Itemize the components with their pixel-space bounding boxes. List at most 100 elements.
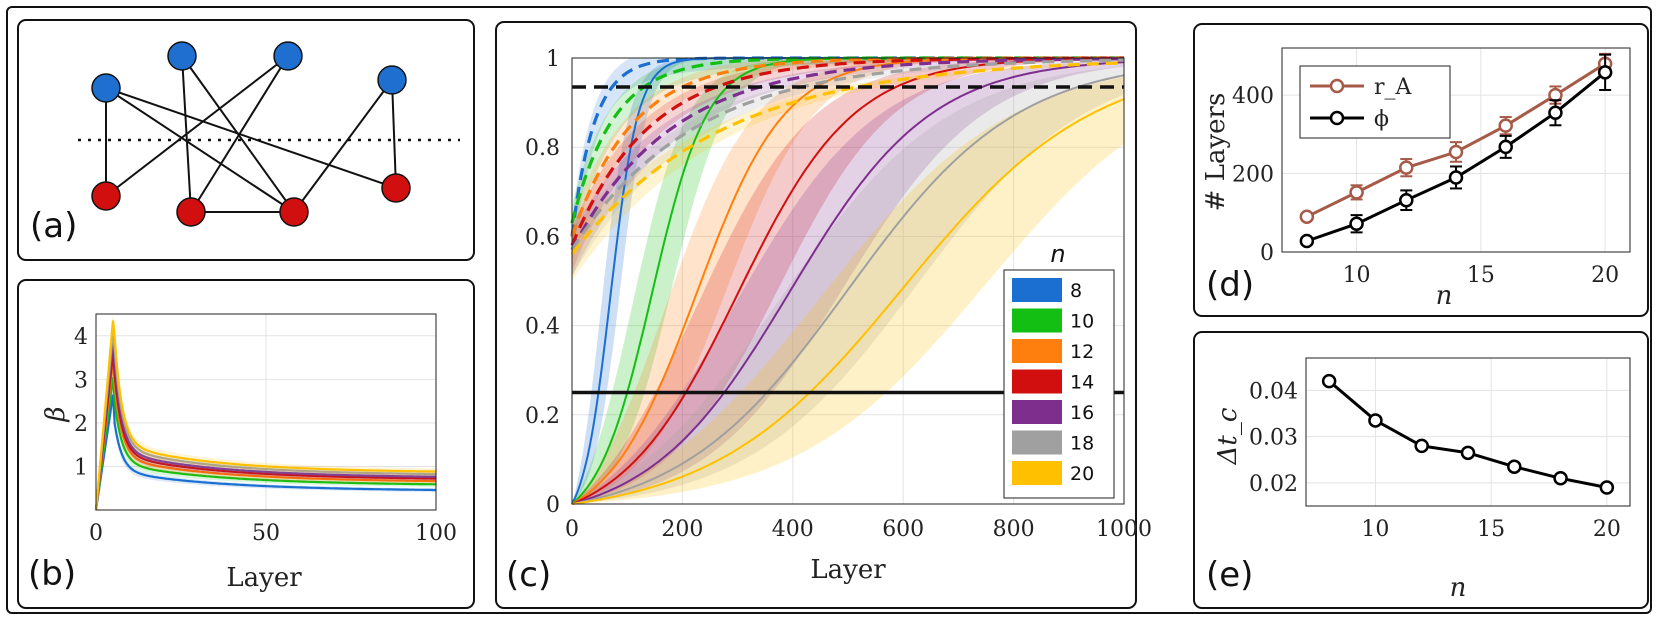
series-dash-band [572,58,1124,277]
x-tick-label: 10 [1343,263,1371,288]
series-dash-band [572,58,1124,264]
panel-d-axes [1281,47,1631,253]
series-band [96,314,436,510]
y-tick-label: 0.03 [1249,426,1298,451]
y-tick-label: 0 [546,493,560,518]
series-band [572,66,1124,504]
data-point [1507,459,1522,474]
y-tick-label: 400 [1232,84,1274,109]
graph-edge [105,55,289,197]
data-point [1448,170,1464,185]
graph-edge [181,55,295,213]
panel-e-xlabel: n [1450,573,1467,603]
series-line [571,74,1125,505]
series-line [571,98,1125,505]
legend-swatch [1012,339,1062,363]
series-band [96,385,436,510]
data-point [1498,139,1513,155]
graph-edge [105,87,295,213]
legend-swatch [1012,278,1062,302]
legend-entry-label: 14 [1070,372,1094,394]
data-point [1414,438,1429,454]
graph-edge [105,87,397,189]
panel-e-series [1321,373,1615,495]
graph-node-top [167,41,197,71]
panel-e-grid [1306,358,1630,506]
series-line [94,331,436,511]
data-point [1399,192,1414,208]
panel-c-chart: 0 200 400 600 800 1000 0 0.2 0.4 0.6 0.8 1 8 10 12 14 1… [506,47,1152,595]
legend-swatch [1012,430,1062,455]
panel-c-axes [571,57,1125,505]
legend-entry-label: 8 [1070,280,1082,302]
y-tick-label: 200 [1232,163,1274,188]
data-point [1299,233,1315,249]
graph-edge [190,55,289,213]
x-tick-label: 600 [882,517,924,542]
data-point [1553,471,1568,486]
x-tick-label: 1000 [1096,517,1152,542]
graph-edge [293,79,393,213]
series-line [94,361,436,511]
y-tick-label: 0.4 [525,315,560,340]
figure-frame [6,6,1652,614]
x-tick-label: 15 [1477,517,1505,542]
legend-title: n [1050,240,1065,268]
x-tick-label: 200 [661,517,703,542]
graph-node-bottom [381,173,411,203]
graph-node-top [273,41,303,71]
series-line [94,377,436,511]
x-tick-label: 10 [1361,517,1389,542]
panel-c-legend: 8 10 12 14 16 18 20 [1003,269,1115,499]
series-line [94,394,436,511]
data-point [1349,216,1364,232]
x-tick-label: 20 [1591,263,1619,288]
panel-c-series [570,56,1125,505]
graph-nodes [91,41,411,227]
panel-d-ylabel: # Layers [1201,93,1231,212]
panel-b-chart: 0 50 100 1 2 3 4 Layer β (b) [28,313,457,594]
graph-edge [391,79,397,189]
y-tick-label: 0.04 [1249,379,1298,404]
legend-entry-label: 12 [1070,341,1094,363]
y-tick-label: 3 [74,368,88,393]
y-tick-label: 2 [74,412,88,437]
series-dashed-line [570,57,1125,251]
panel-c-xlabel: Layer [810,555,886,585]
data-point [1599,480,1615,495]
series-band [96,340,436,510]
legend-swatch [1012,369,1062,394]
panel-e-ylabel: Δt_c [1213,407,1243,465]
series-dashed-line [570,58,1125,251]
panel-c-ticks: 0 200 400 600 800 1000 0 0.2 0.4 0.6 0.8 1 [525,47,1152,542]
panel-a-label: (a) [30,206,77,246]
legend-entry-label: 20 [1070,463,1094,485]
panel-b-ticks: 0 50 100 1 2 3 4 [74,325,457,546]
x-tick-label: 0 [89,521,103,546]
x-tick-label: 400 [772,517,814,542]
panel-e-chart: 10 15 20 0.02 0.03 0.04 n Δt_c (e) [1206,357,1631,603]
panel-b-label: (b) [28,554,76,594]
y-tick-label: 0 [1260,241,1274,266]
x-tick-label: 0 [565,517,579,542]
panel-d-series [1299,52,1613,249]
y-tick-label: 1 [74,455,88,480]
panel-a-graph: (a) [30,41,460,246]
x-tick-label: 20 [1593,517,1621,542]
x-tick-label: 100 [415,521,457,546]
graph-node-top [377,65,407,95]
data-point [1349,185,1364,200]
panel-e-ticks: 10 15 20 0.02 0.03 0.04 [1249,379,1621,542]
legend-box [1299,65,1451,139]
panel-d-label: (d) [1206,265,1254,305]
panel-b-series [94,314,437,511]
series-line [94,320,436,511]
series-dash-band [572,59,1124,277]
legend-entry-label: r_A [1374,75,1413,100]
data-point [1448,144,1464,160]
series-dashed-line [570,61,1125,256]
panel-c-label: (c) [506,555,551,595]
